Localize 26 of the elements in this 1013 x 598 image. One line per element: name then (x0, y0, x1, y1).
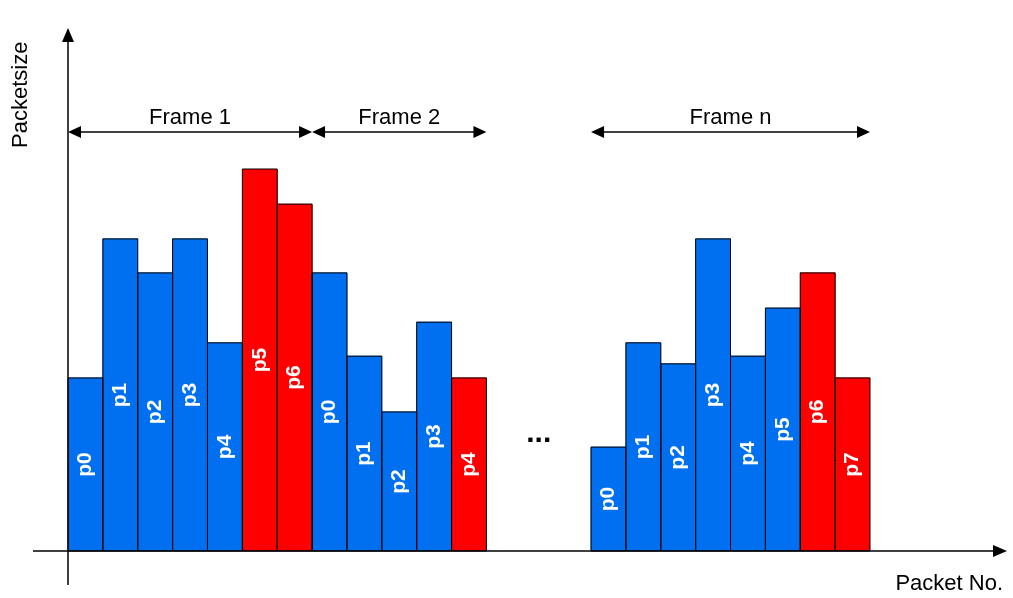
text: Frame 2 (358, 104, 441, 129)
x-tick-label: p1 (351, 441, 375, 466)
x-tick-label: p6 (281, 365, 305, 390)
x-tick-label: p0 (72, 452, 96, 477)
x-tick-label: p3 (176, 382, 200, 408)
x-tick-label: p4 (734, 441, 758, 466)
x-tick-label: p1 (107, 382, 131, 408)
x-axis-title: Packet No. (895, 570, 1003, 596)
x-tick-label: p0 (595, 486, 619, 512)
x-tick-label: p2 (665, 445, 689, 470)
y-axis-title: Packetsize (7, 41, 33, 148)
x-tick-label: p3 (699, 382, 723, 408)
x-tick-label: p0 (316, 399, 340, 425)
x-tick-label: p5 (246, 347, 270, 373)
x-tick-label: p1 (630, 434, 654, 460)
x-tick-label: p2 (386, 469, 410, 494)
x-tick-label: p7 (839, 452, 863, 477)
annotation: ... (526, 415, 552, 448)
text: Frame n (689, 104, 772, 129)
x-tick-label: p6 (804, 399, 828, 425)
x-tick-label: p5 (769, 416, 793, 442)
x-tick-label: p2 (141, 399, 165, 425)
x-tick-label: p4 (211, 434, 235, 460)
x-tick-label: p4 (455, 451, 479, 477)
text: Frame 1 (149, 104, 231, 129)
x-tick-label: p3 (420, 424, 444, 449)
